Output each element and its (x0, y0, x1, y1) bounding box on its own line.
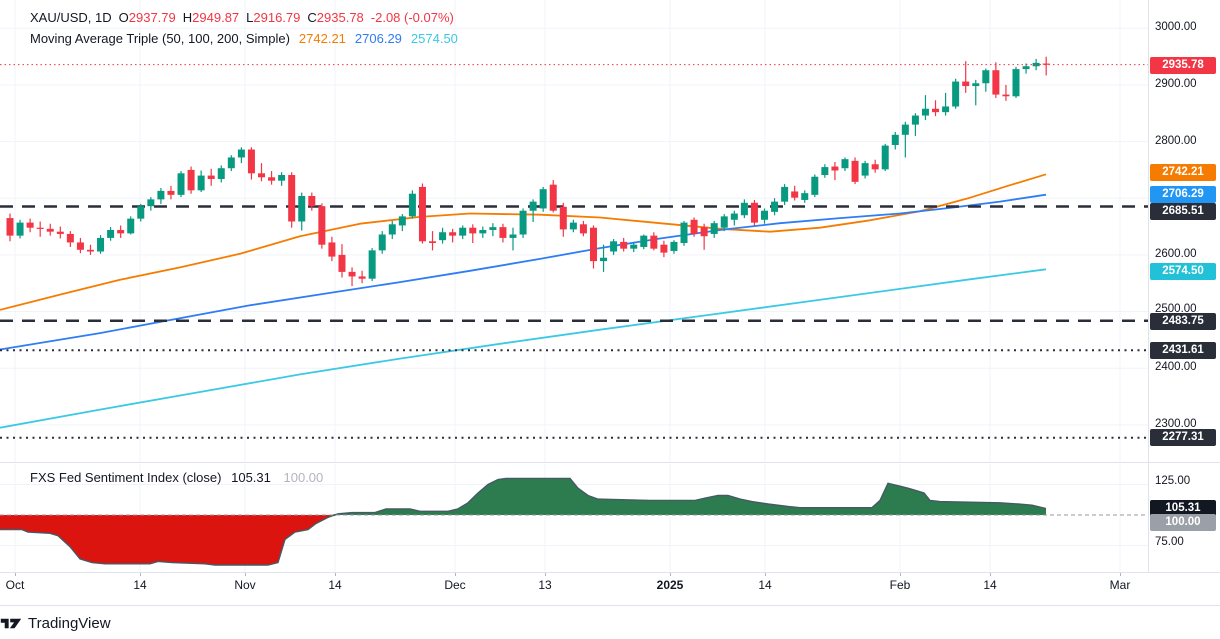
ma-line-sma100 (0, 193, 1047, 351)
price-pane-canvas[interactable] (0, 0, 1148, 462)
sentiment-value: 105.31 (231, 470, 271, 485)
time-tick (670, 572, 671, 576)
time-tick (335, 572, 336, 576)
ohlc-value: 2937.79 (128, 10, 176, 25)
time-axis-label: 14 (983, 578, 997, 592)
ohlc-value: 2949.87 (192, 10, 240, 25)
sentiment-legend[interactable]: FXS Fed Sentiment Index (close) 105.31 1… (30, 470, 323, 485)
price-axis-label: 2300.00 (1155, 418, 1197, 430)
price-badge-2574.50: 2574.50 (1150, 262, 1216, 280)
ohlc-value: 2935.78 (316, 10, 364, 25)
price-axis-label: 75.00 (1155, 536, 1184, 548)
sentiment-area-below (0, 515, 1046, 565)
ma-value: 2706.29 (354, 31, 402, 46)
price-badge-100.00: 100.00 (1150, 513, 1216, 531)
pane-separator[interactable] (0, 462, 1220, 463)
ma-label: Moving Average Triple (50, 100, 200, Sim… (30, 31, 290, 46)
ohlc-key: O (118, 10, 129, 25)
price-axis-label: 2800.00 (1155, 135, 1197, 147)
time-axis-label: Mar (1109, 578, 1131, 592)
price-badge-2685.51: 2685.51 (1150, 202, 1216, 220)
ohlc-key: C (307, 10, 317, 25)
footer-bar: TradingView (0, 605, 1220, 639)
ma-values: 2742.21 2706.29 2574.50 (290, 31, 458, 46)
time-tick (990, 572, 991, 576)
time-axis-label: 14 (758, 578, 772, 592)
time-tick (245, 572, 246, 576)
price-badge-105.31: 105.31 (1150, 499, 1216, 517)
time-axis-label: 14 (133, 578, 147, 592)
ma-value: 2742.21 (298, 31, 346, 46)
time-axis-separator (0, 572, 1220, 573)
price-axis-label: 2400.00 (1155, 361, 1197, 373)
symbol-title: XAU/USD, 1D (30, 10, 112, 25)
time-axis-label: Feb (889, 578, 911, 592)
sentiment-baseline-value: 100.00 (283, 470, 324, 485)
time-tick (15, 572, 16, 576)
time-tick (1120, 572, 1121, 576)
price-axis-label: 2900.00 (1155, 78, 1197, 90)
time-axis-label: Dec (444, 578, 466, 592)
ma-value: 2574.50 (410, 31, 458, 46)
symbol-legend[interactable]: XAU/USD, 1D O2937.79 H2949.87 L2916.79 C2935… (30, 10, 454, 25)
ohlc-value: 2916.79 (253, 10, 301, 25)
price-badge-2742.21: 2742.21 (1150, 163, 1216, 181)
price-axis-label: 125.00 (1155, 475, 1191, 487)
ma-legend[interactable]: Moving Average Triple (50, 100, 200, Sim… (30, 31, 458, 46)
price-axis-border (1148, 0, 1149, 572)
ohlc-key: H (182, 10, 193, 25)
time-tick (765, 572, 766, 576)
price-badge-2431.61: 2431.61 (1150, 341, 1216, 359)
sentiment-line (0, 477, 1047, 566)
brand-name: TradingView (28, 614, 111, 632)
sentiment-pane-canvas[interactable] (0, 464, 1148, 572)
price-badge-2277.31: 2277.31 (1150, 428, 1216, 446)
time-tick (455, 572, 456, 576)
time-axis-label: Nov (234, 578, 256, 592)
price-axis-label: 2600.00 (1155, 248, 1197, 260)
time-axis-label: Oct (5, 578, 25, 592)
price-axis-label: 3000.00 (1155, 21, 1197, 33)
change-value: -2.08 (-0.07%) (370, 10, 454, 25)
price-badge-2935.78: 2935.78 (1150, 56, 1216, 74)
tradingview-mark-icon (0, 618, 22, 628)
tradingview-logo[interactable]: TradingView (0, 614, 111, 632)
ohlc-key: L (246, 10, 254, 25)
price-badge-2483.75: 2483.75 (1150, 312, 1216, 330)
sentiment-area-above (0, 478, 1046, 515)
price-axis-label: 2500.00 (1155, 303, 1197, 315)
ma-line-sma200 (0, 268, 1047, 429)
ohlc-values: O2937.79 H2949.87 L2916.79 C2935.78 (112, 10, 364, 25)
price-badge-2706.29: 2706.29 (1150, 185, 1216, 203)
time-tick (545, 572, 546, 576)
time-axis-label: 13 (538, 578, 552, 592)
time-tick (900, 572, 901, 576)
sentiment-label: FXS Fed Sentiment Index (close) (30, 470, 222, 485)
time-axis-label: 2025 (656, 578, 684, 592)
time-tick (140, 572, 141, 576)
time-axis-label: 14 (328, 578, 342, 592)
